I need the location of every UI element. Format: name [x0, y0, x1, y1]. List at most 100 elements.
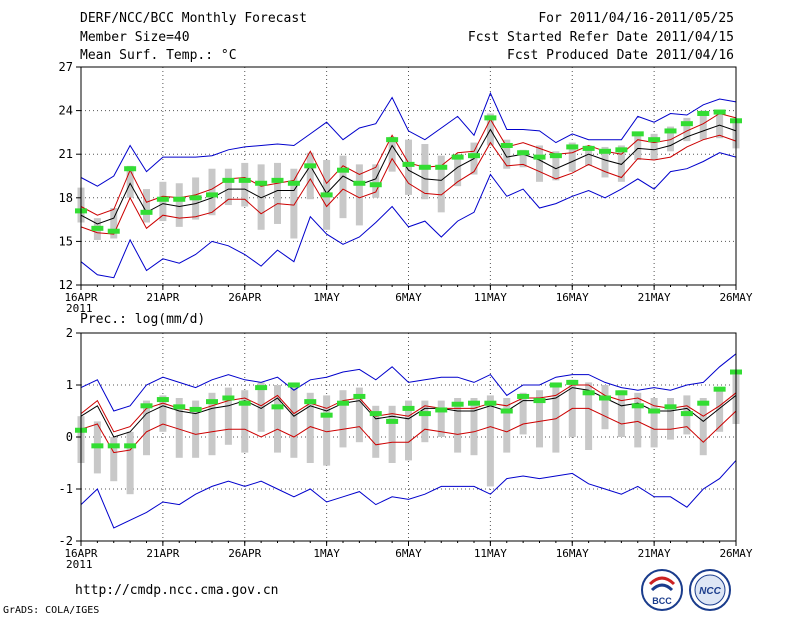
source-url[interactable]: http://cmdp.ncc.cma.gov.cn	[75, 583, 279, 598]
spread-bar	[421, 400, 429, 443]
x-tick-label: 6MAY	[395, 547, 422, 560]
spread-bar	[208, 392, 216, 456]
series-max-line	[80, 91, 737, 187]
series-mean-line	[80, 124, 737, 225]
median-marker	[238, 400, 251, 406]
spread-bar	[650, 133, 658, 161]
median-marker	[648, 408, 661, 414]
spread-bar	[126, 165, 134, 198]
spread-bar	[208, 168, 216, 216]
median-marker	[238, 177, 251, 183]
median-marker	[468, 400, 480, 406]
median-marker	[386, 137, 399, 143]
spread-bar	[306, 392, 314, 463]
median-marker	[222, 395, 235, 401]
x-tick-label: 21MAY	[638, 291, 671, 304]
y-tick-label: 12	[59, 278, 73, 292]
median-marker	[206, 399, 218, 405]
x-tick-label: 16MAY	[556, 547, 589, 560]
x-tick-sublabel: 2011	[66, 302, 93, 315]
x-tick-label: 1MAY	[313, 291, 340, 304]
median-marker	[418, 164, 431, 170]
variable-label: Mean Surf. Temp.: °C	[80, 48, 237, 63]
x-tick-label: 21APR	[146, 291, 179, 304]
y-tick-label: 18	[59, 191, 73, 205]
median-marker	[533, 154, 546, 160]
x-tick-label: 26APR	[228, 291, 261, 304]
y-tick-label: 24	[59, 104, 73, 118]
median-marker	[599, 148, 611, 154]
median-marker	[173, 404, 186, 410]
spread-bar	[601, 385, 609, 430]
spread-bar	[421, 144, 429, 200]
median-marker	[156, 397, 169, 403]
median-marker	[337, 167, 349, 173]
spread-bar	[716, 387, 724, 432]
spread-bar	[634, 135, 642, 161]
spread-bar	[224, 387, 232, 445]
spread-bar	[585, 382, 593, 450]
spread-bar	[339, 155, 347, 219]
median-marker	[697, 111, 710, 117]
spread-bar	[617, 390, 625, 437]
median-marker	[468, 153, 480, 159]
spread-bar	[437, 400, 445, 437]
spread-bar	[372, 164, 380, 198]
median-marker	[435, 407, 448, 413]
median-marker	[353, 393, 366, 399]
spread-bar	[241, 390, 249, 453]
median-marker	[271, 177, 284, 183]
median-marker	[107, 443, 120, 449]
x-tick-label: 11MAY	[474, 291, 507, 304]
median-marker	[206, 192, 218, 198]
median-marker	[271, 404, 284, 410]
median-marker	[566, 379, 579, 385]
spread-bar	[405, 139, 412, 195]
median-marker	[713, 386, 726, 392]
x-tick-label: 11MAY	[474, 547, 507, 560]
median-marker	[582, 145, 595, 151]
spread-bar	[536, 145, 543, 182]
median-marker	[124, 166, 137, 172]
median-marker	[549, 382, 562, 388]
median-marker	[140, 403, 153, 409]
spread-bar	[486, 395, 494, 487]
produced-date: Fcst Produced Date 2011/04/16	[507, 48, 734, 63]
series-max-line	[80, 353, 737, 412]
ncc-logo-text: NCC	[699, 586, 721, 597]
median-marker	[435, 164, 448, 170]
grads-credit: GrADS: COLA/IGES	[3, 605, 100, 616]
spread-bar	[405, 400, 412, 461]
median-marker	[91, 225, 104, 231]
y-tick-label: 2	[66, 326, 73, 340]
median-marker	[189, 406, 202, 412]
bcc-logo-text: BCC	[652, 596, 672, 606]
spread-bar	[355, 387, 363, 443]
spread-bar	[306, 152, 314, 200]
spread-bar	[667, 126, 674, 152]
x-tick-label: 6MAY	[395, 291, 422, 304]
panel-title: Prec.: log(mm/d)	[80, 312, 205, 327]
spread-bar	[585, 145, 593, 166]
spread-bar	[519, 149, 527, 168]
median-marker	[451, 401, 464, 407]
median-marker	[451, 154, 464, 160]
median-marker	[222, 177, 235, 183]
start-date: Fcst Started Refer Date 2011/04/15	[467, 30, 734, 45]
x-tick-label: 16APR	[64, 291, 97, 304]
spread-bar	[716, 113, 724, 139]
member-size: Member Size=40	[80, 30, 190, 45]
median-marker	[173, 196, 186, 202]
median-marker	[107, 228, 120, 234]
median-marker	[304, 399, 317, 405]
spread-bar	[519, 392, 527, 435]
median-marker	[484, 115, 497, 121]
median-marker	[91, 443, 104, 449]
median-marker	[697, 400, 710, 406]
median-marker	[418, 411, 431, 417]
median-marker	[304, 163, 317, 169]
median-marker	[337, 400, 349, 406]
spread-bar	[110, 207, 118, 239]
